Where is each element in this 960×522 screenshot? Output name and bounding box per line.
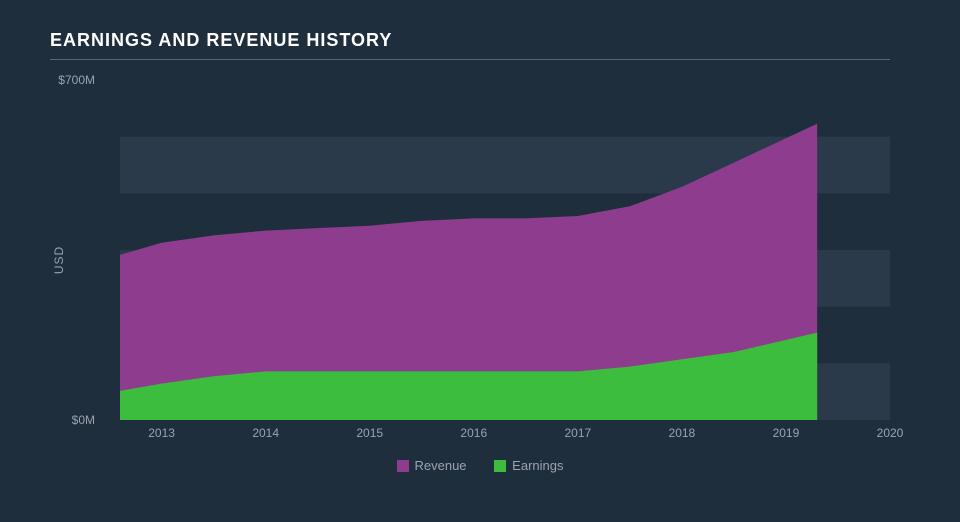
x-tick: 2017 xyxy=(564,426,591,440)
legend-swatch-earnings xyxy=(494,460,506,472)
x-tick: 2019 xyxy=(773,426,800,440)
legend: Revenue Earnings xyxy=(40,458,920,475)
chart-title: EARNINGS AND REVENUE HISTORY xyxy=(50,30,890,60)
x-tick: 2016 xyxy=(460,426,487,440)
x-tick: 2018 xyxy=(669,426,696,440)
chart-container: EARNINGS AND REVENUE HISTORY USD 2013201… xyxy=(0,0,960,522)
chart-area: USD 20132014201520162017201820192020 $0M… xyxy=(100,70,890,450)
x-tick: 2013 xyxy=(148,426,175,440)
legend-item-revenue: Revenue xyxy=(397,458,467,473)
plot-area: 20132014201520162017201820192020 xyxy=(120,80,890,420)
x-tick: 2014 xyxy=(252,426,279,440)
legend-item-earnings: Earnings xyxy=(494,458,563,473)
area-chart-svg xyxy=(120,80,890,420)
y-tick: $700M xyxy=(58,73,95,87)
y-tick: $0M xyxy=(72,413,95,427)
legend-swatch-revenue xyxy=(397,460,409,472)
legend-label-revenue: Revenue xyxy=(415,458,467,473)
x-tick: 2020 xyxy=(877,426,904,440)
legend-label-earnings: Earnings xyxy=(512,458,563,473)
x-tick: 2015 xyxy=(356,426,383,440)
y-axis-label: USD xyxy=(52,246,66,274)
